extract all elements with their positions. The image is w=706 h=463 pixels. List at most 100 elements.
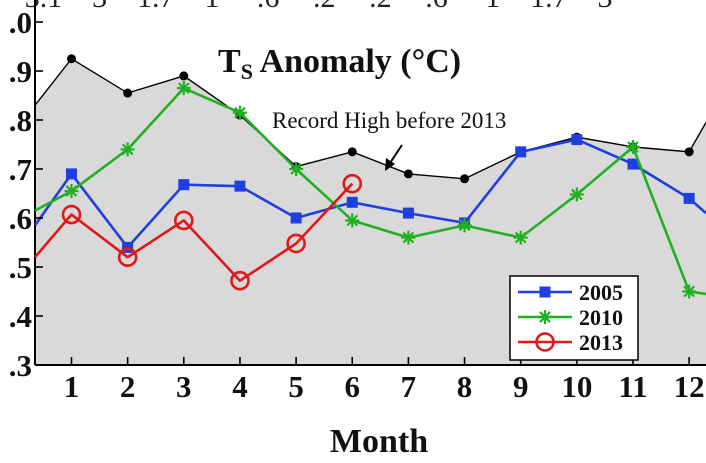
data-point-2013 bbox=[342, 173, 363, 194]
record-high-point bbox=[123, 88, 133, 98]
y-tick-label: .7 bbox=[9, 152, 32, 187]
data-point-2010 bbox=[401, 230, 416, 245]
data-point-2010 bbox=[626, 139, 641, 154]
series-2010 bbox=[34, 81, 706, 299]
y-tick-label: .8 bbox=[9, 103, 32, 138]
legend-entry-2013: 2013 bbox=[518, 330, 623, 355]
data-point-2013 bbox=[61, 204, 82, 225]
record-high-point bbox=[403, 169, 413, 179]
x-tick-label: 2 bbox=[120, 369, 136, 404]
top-axis-label: 1.7 bbox=[137, 0, 175, 14]
data-point-2005 bbox=[627, 158, 639, 170]
legend-entry-2010: 2010 bbox=[518, 305, 623, 330]
y-tick-label: .6 bbox=[9, 201, 32, 236]
record-high-point bbox=[460, 174, 470, 184]
record-high-line bbox=[34, 57, 706, 180]
star-stroke bbox=[177, 82, 190, 94]
y-axis-ticks: .3 .4 .5 .6 .7 .8 .9 .0 bbox=[9, 5, 43, 383]
y-tick-label: .0 bbox=[9, 5, 32, 40]
data-point-2010 bbox=[64, 184, 79, 199]
top-axis-label: .2 bbox=[313, 0, 336, 14]
data-point-2013 bbox=[173, 210, 194, 231]
top-axis-label: 1 bbox=[485, 0, 500, 14]
x-tick-label: 1 bbox=[64, 369, 80, 404]
data-point-2013 bbox=[230, 270, 250, 291]
star-stroke bbox=[346, 214, 359, 227]
x-tick-label: 6 bbox=[345, 369, 361, 404]
series-line-2013 bbox=[34, 182, 354, 283]
x-axis-label: Month bbox=[330, 423, 428, 460]
star-stroke bbox=[683, 285, 695, 298]
data-point-2010 bbox=[232, 105, 247, 120]
x-tick-label: 4 bbox=[232, 369, 248, 404]
data-point-2005 bbox=[178, 179, 190, 191]
star-stroke bbox=[402, 231, 415, 244]
star-stroke bbox=[514, 231, 527, 244]
x-tick-label: 8 bbox=[457, 369, 473, 404]
title-main: T bbox=[218, 43, 241, 80]
top-axis-label: 3 bbox=[92, 0, 107, 14]
legend-label: 2010 bbox=[579, 305, 623, 330]
legend-entry-2005: 2005 bbox=[518, 280, 623, 305]
x-tick-label: 12 bbox=[674, 369, 705, 404]
top-axis-label: .6 bbox=[425, 0, 448, 14]
data-point-2010 bbox=[289, 162, 304, 176]
star-stroke bbox=[571, 188, 583, 201]
title-rest: Anomaly (°C) bbox=[253, 43, 461, 80]
data-point-2010 bbox=[120, 142, 135, 157]
data-point-2005 bbox=[290, 212, 302, 224]
y-tick-label: .3 bbox=[9, 348, 32, 383]
legend-label: 2013 bbox=[579, 330, 623, 355]
legend-marker bbox=[538, 310, 552, 324]
annotation-arrow bbox=[385, 144, 403, 171]
data-point-2005 bbox=[122, 241, 134, 253]
top-axis-labels: 3.131.71.6.2.2.611.73 bbox=[25, 0, 613, 14]
data-point-2010 bbox=[513, 230, 528, 245]
data-point-2013 bbox=[286, 233, 306, 254]
x-tick-label: 10 bbox=[561, 369, 592, 404]
data-point-2005 bbox=[234, 180, 246, 192]
data-point-2013 bbox=[117, 247, 138, 268]
record-high-point bbox=[684, 147, 694, 157]
top-axis-label: .2 bbox=[369, 0, 392, 14]
record-high-annotation: Record High before 2013 bbox=[272, 108, 506, 133]
top-axis-label: .6 bbox=[257, 0, 280, 14]
data-point-2010 bbox=[569, 187, 584, 202]
data-point-2010 bbox=[176, 81, 191, 96]
top-axis-label: 1.7 bbox=[530, 0, 568, 14]
x-tick-label: 5 bbox=[288, 369, 304, 404]
y-tick-label: .4 bbox=[9, 299, 32, 334]
star-stroke bbox=[290, 163, 302, 175]
top-axis-label: 3 bbox=[598, 0, 613, 14]
record-high-point bbox=[179, 71, 189, 81]
data-point-2010 bbox=[345, 213, 360, 228]
data-point-2005 bbox=[65, 168, 77, 180]
series-line-2010 bbox=[34, 86, 706, 296]
star-stroke bbox=[458, 219, 471, 232]
data-point-2010 bbox=[682, 284, 697, 299]
top-axis-label: 1 bbox=[204, 0, 219, 14]
star-stroke bbox=[234, 106, 246, 119]
star-stroke bbox=[121, 143, 134, 156]
legend-marker bbox=[535, 332, 555, 352]
record-high-point bbox=[66, 54, 76, 64]
record-high-point bbox=[347, 147, 357, 157]
x-tick-label: 11 bbox=[618, 369, 647, 404]
x-tick-label: 3 bbox=[176, 369, 192, 404]
x-axis-ticks: 1 2 3 4 5 6 7 8 9 10 11 12 bbox=[64, 357, 705, 404]
chart-title: TS Anomaly (°C) bbox=[218, 43, 461, 84]
x-tick-label: 9 bbox=[513, 369, 529, 404]
series-line-2005 bbox=[33, 138, 706, 249]
star-stroke bbox=[65, 185, 78, 197]
star-stroke bbox=[539, 311, 551, 323]
data-point-2005 bbox=[346, 196, 358, 208]
x-tick-label: 7 bbox=[401, 369, 417, 404]
data-point-2010 bbox=[457, 218, 472, 233]
series-2013 bbox=[34, 173, 363, 291]
y-tick-label: .5 bbox=[9, 250, 32, 285]
legend-label: 2005 bbox=[579, 280, 623, 305]
data-point-2005 bbox=[571, 134, 583, 146]
star-stroke bbox=[627, 141, 639, 153]
